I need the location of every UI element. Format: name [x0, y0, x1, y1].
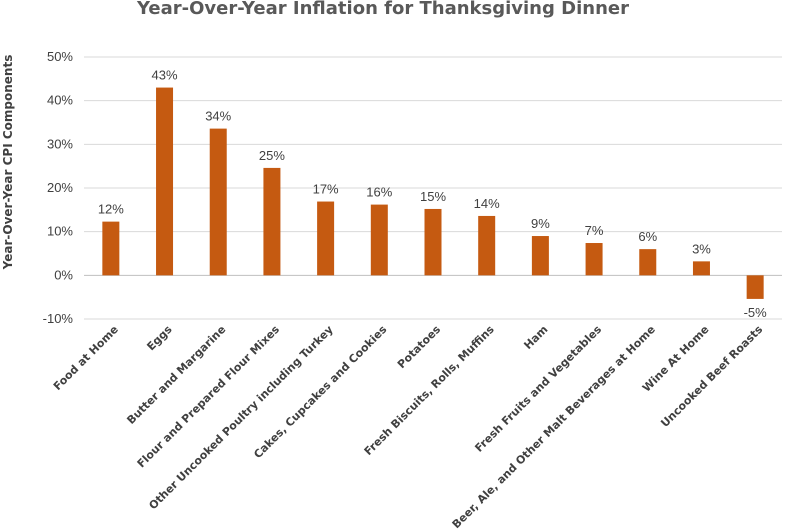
- bar: [692, 261, 710, 276]
- bars: [102, 87, 764, 299]
- bar: [209, 128, 227, 276]
- y-tick-label: 50%: [47, 49, 73, 64]
- data-label: 34%: [205, 109, 231, 124]
- data-label: 25%: [259, 148, 285, 163]
- data-label: 9%: [531, 216, 550, 231]
- category-label: Ham: [521, 323, 550, 352]
- data-label: 14%: [474, 196, 500, 211]
- bar: [317, 201, 335, 276]
- bar: [370, 204, 388, 276]
- bar: [263, 167, 281, 276]
- bar: [531, 236, 549, 276]
- data-label: 16%: [366, 185, 392, 200]
- y-tick-label: 40%: [47, 93, 73, 108]
- bar: [478, 215, 496, 276]
- bar: [746, 275, 764, 299]
- bar: [639, 249, 657, 276]
- data-label: -5%: [744, 305, 768, 320]
- data-label: 7%: [585, 223, 604, 238]
- y-tick-label: 30%: [47, 136, 73, 151]
- y-tick-label: 10%: [47, 224, 73, 239]
- data-label: 15%: [420, 189, 446, 204]
- data-label: 12%: [98, 202, 124, 217]
- category-label: Eggs: [144, 323, 175, 354]
- category-label: Butter and Margarine: [124, 323, 228, 427]
- y-axis-ticks: 50% 40% 30% 20% 10% 0% -10%: [43, 49, 74, 326]
- data-label: 43%: [152, 68, 178, 83]
- y-tick-label: 0%: [54, 267, 73, 282]
- bar: [585, 243, 603, 276]
- bar: [424, 208, 442, 276]
- category-label: Beer, Ale, and Other Malt Beverages at H…: [450, 323, 658, 529]
- data-labels: 12% 43% 34% 25% 17% 16% 15% 14% 9% 7% 6% 3% -5%: [98, 68, 767, 320]
- category-label: Potatoes: [395, 323, 443, 371]
- data-label: 6%: [638, 229, 657, 244]
- chart-title: Year-Over-Year Inflation for Thanksgivin…: [136, 0, 629, 19]
- category-label: Other Uncooked Poultry including Turkey: [146, 323, 335, 512]
- y-tick-label: 20%: [47, 180, 73, 195]
- bar: [102, 221, 120, 276]
- y-axis-label: Year-Over-Year CPI Components: [1, 55, 15, 271]
- category-label: Uncooked Beef Roasts: [658, 323, 765, 430]
- data-label: 17%: [313, 182, 339, 197]
- bar: [156, 87, 174, 276]
- data-label: 3%: [692, 241, 711, 256]
- y-tick-label: -10%: [43, 311, 74, 326]
- category-label: Food at Home: [51, 323, 121, 393]
